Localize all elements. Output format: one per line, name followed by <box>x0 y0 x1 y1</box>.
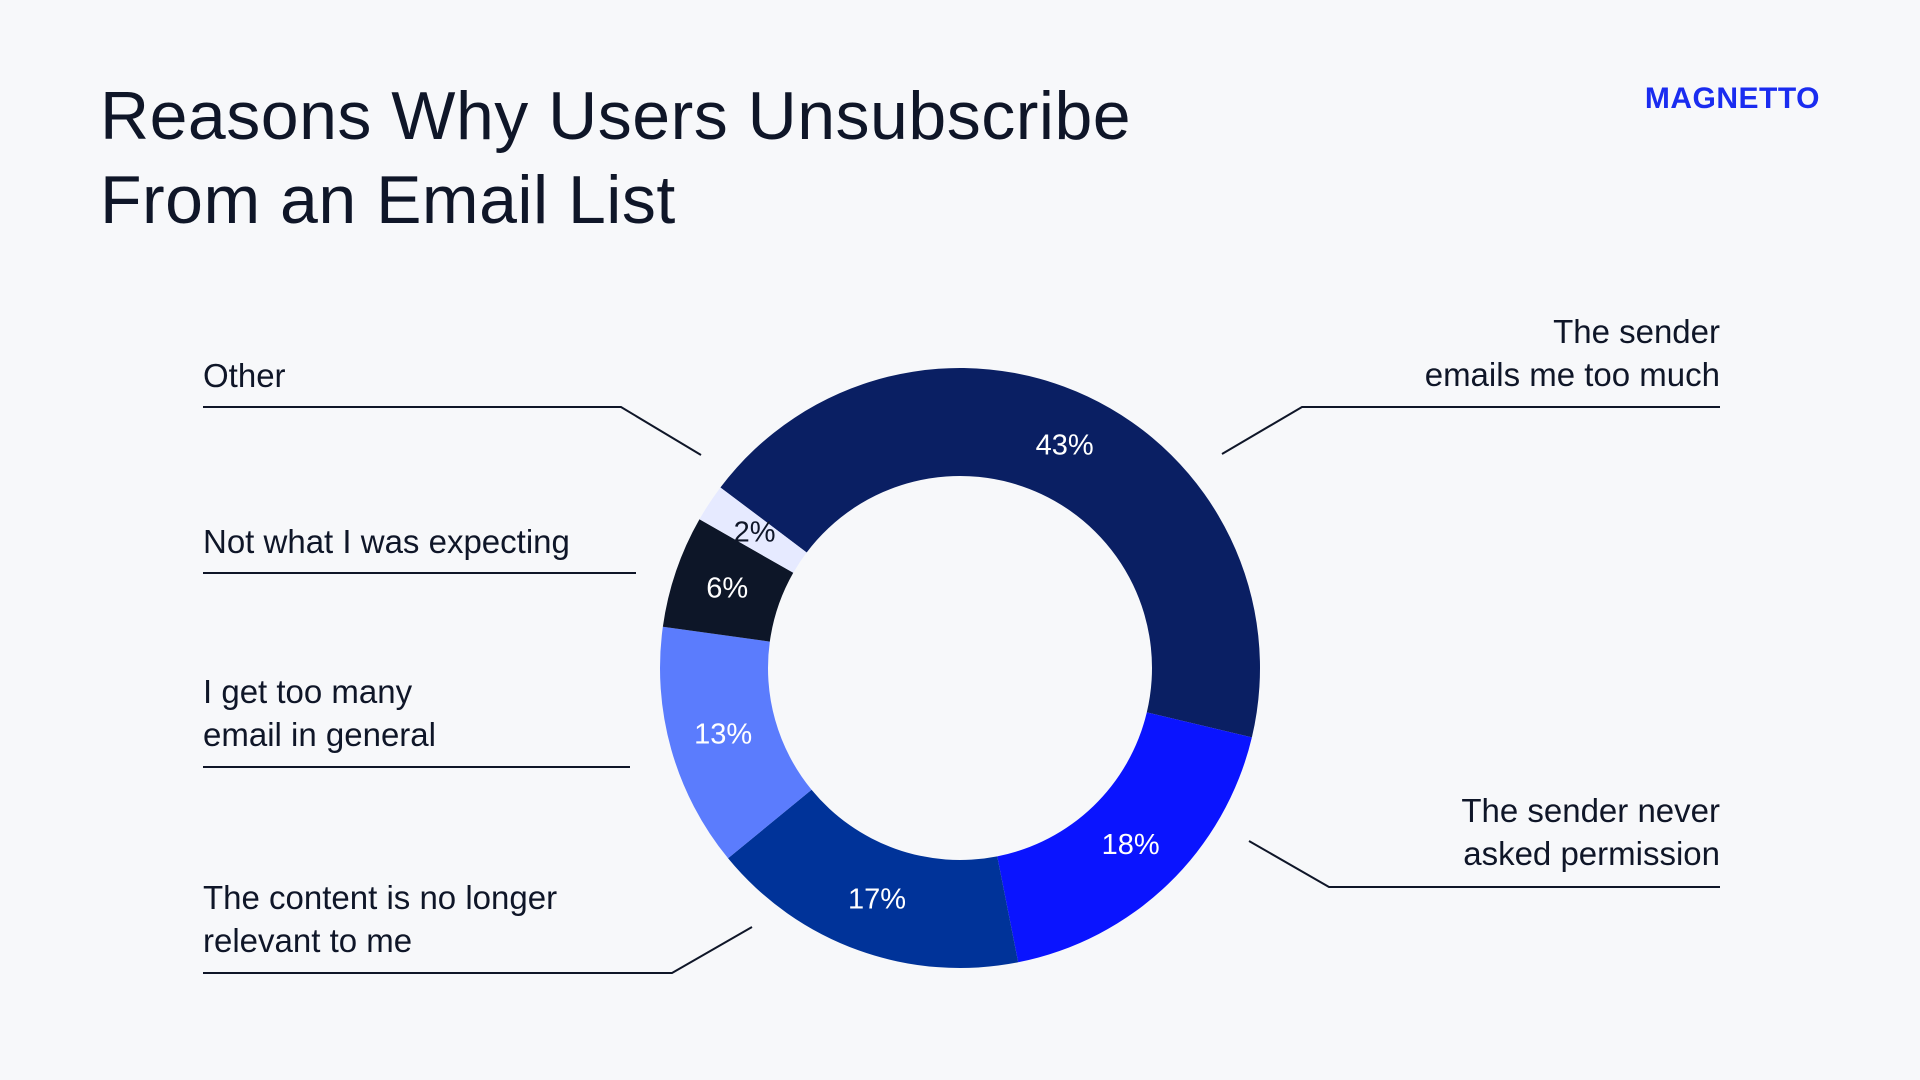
slice-label-other-line-1: Other <box>203 357 286 394</box>
donut-value-label-the-sender-emails-me-too-much: 43% <box>1036 429 1094 461</box>
chart-title-line-2: From an Email List <box>100 162 676 238</box>
donut-slice-i-get-too-many-email-in-general <box>660 626 812 859</box>
slice-label-not-expected: Not what I was expecting <box>203 520 570 563</box>
slice-label-never-asked-permission: The sender never asked permission <box>1461 789 1720 875</box>
leader-line-emails-too-much <box>1221 406 1720 455</box>
slice-label-emails-too-much: The sender emails me too much <box>1425 310 1720 396</box>
leader-line-other <box>203 406 702 456</box>
leader-line-never-asked-permission <box>1248 840 1720 888</box>
slice-label-emails-too-much-line-2: emails me too much <box>1424 356 1720 393</box>
donut-value-label-the-sender-never-asked-permission: 18% <box>1102 829 1160 861</box>
slice-label-too-many-emails-line-1: I get too many <box>203 673 413 710</box>
slice-label-too-many-emails-line-2: email in general <box>203 716 436 753</box>
donut-value-label-i-get-too-many-email-in-general: 13% <box>694 719 752 751</box>
slice-label-too-many-emails: I get too many email in general <box>203 670 436 756</box>
donut-slice-not-what-i-was-expecting <box>662 519 794 642</box>
slice-label-never-asked-permission-line-2: asked permission <box>1463 835 1720 872</box>
slice-label-emails-too-much-line-1: The sender <box>1553 313 1720 350</box>
slice-label-content-not-relevant-line-1: The content is no longer <box>203 879 558 916</box>
slice-label-not-expected-line-1: Not what I was expecting <box>203 523 570 560</box>
donut-value-label-the-content-is-no-longer-relevant-to-me: 17% <box>848 884 906 916</box>
slice-label-other: Other <box>203 354 286 397</box>
donut-slice-the-sender-never-asked-permission <box>997 712 1252 963</box>
slice-label-never-asked-permission-line-1: The sender never <box>1461 792 1720 829</box>
donut-slice-other <box>699 487 807 573</box>
slice-label-content-not-relevant: The content is no longer relevant to me <box>203 876 557 962</box>
slice-label-content-not-relevant-line-2: relevant to me <box>203 922 413 959</box>
chart-title: Reasons Why Users Unsubscribe From an Em… <box>100 74 1131 242</box>
donut-slice-the-sender-emails-me-too-much <box>720 367 1261 738</box>
donut-slice-the-content-is-no-longer-relevant-to-me <box>728 789 1019 968</box>
leader-line-content-not-relevant <box>203 926 753 974</box>
donut-value-label-not-what-i-was-expecting: 6% <box>706 573 748 605</box>
donut-value-label-other: 2% <box>734 517 776 549</box>
brand-logo: MAGNETTO <box>1644 82 1820 115</box>
chart-title-line-1: Reasons Why Users Unsubscribe <box>100 78 1132 154</box>
